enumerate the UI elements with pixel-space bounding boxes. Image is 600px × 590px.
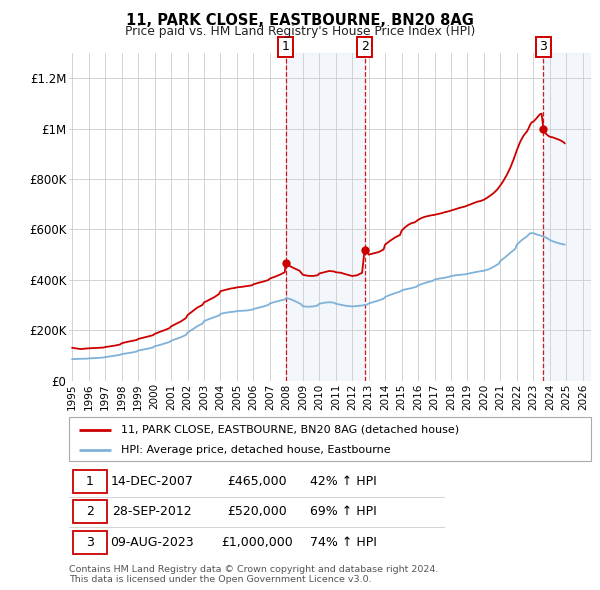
Text: 3: 3 xyxy=(86,536,94,549)
FancyBboxPatch shape xyxy=(69,417,591,461)
FancyBboxPatch shape xyxy=(73,500,107,523)
Text: This data is licensed under the Open Government Licence v3.0.: This data is licensed under the Open Gov… xyxy=(69,575,371,584)
Text: 3: 3 xyxy=(539,40,547,53)
Text: 1: 1 xyxy=(282,40,290,53)
Text: Contains HM Land Registry data © Crown copyright and database right 2024.: Contains HM Land Registry data © Crown c… xyxy=(69,565,439,574)
Text: 69% ↑ HPI: 69% ↑ HPI xyxy=(310,505,377,519)
Text: £465,000: £465,000 xyxy=(227,475,287,488)
Text: 74% ↑ HPI: 74% ↑ HPI xyxy=(310,536,377,549)
Text: 09-AUG-2023: 09-AUG-2023 xyxy=(110,536,193,549)
FancyBboxPatch shape xyxy=(73,531,107,554)
Text: Price paid vs. HM Land Registry's House Price Index (HPI): Price paid vs. HM Land Registry's House … xyxy=(125,25,475,38)
FancyBboxPatch shape xyxy=(73,470,107,493)
Text: 11, PARK CLOSE, EASTBOURNE, BN20 8AG (detached house): 11, PARK CLOSE, EASTBOURNE, BN20 8AG (de… xyxy=(121,425,460,434)
Text: £520,000: £520,000 xyxy=(227,505,287,519)
Text: 42% ↑ HPI: 42% ↑ HPI xyxy=(310,475,377,488)
Text: 1: 1 xyxy=(86,475,94,488)
Text: 28-SEP-2012: 28-SEP-2012 xyxy=(112,505,191,519)
Text: HPI: Average price, detached house, Eastbourne: HPI: Average price, detached house, East… xyxy=(121,445,391,455)
Bar xyxy=(286,53,365,381)
Bar xyxy=(544,53,591,381)
Text: 2: 2 xyxy=(361,40,368,53)
Text: 11, PARK CLOSE, EASTBOURNE, BN20 8AG: 11, PARK CLOSE, EASTBOURNE, BN20 8AG xyxy=(126,13,474,28)
Text: £1,000,000: £1,000,000 xyxy=(221,536,293,549)
Text: 14-DEC-2007: 14-DEC-2007 xyxy=(110,475,193,488)
Text: 2: 2 xyxy=(86,505,94,519)
